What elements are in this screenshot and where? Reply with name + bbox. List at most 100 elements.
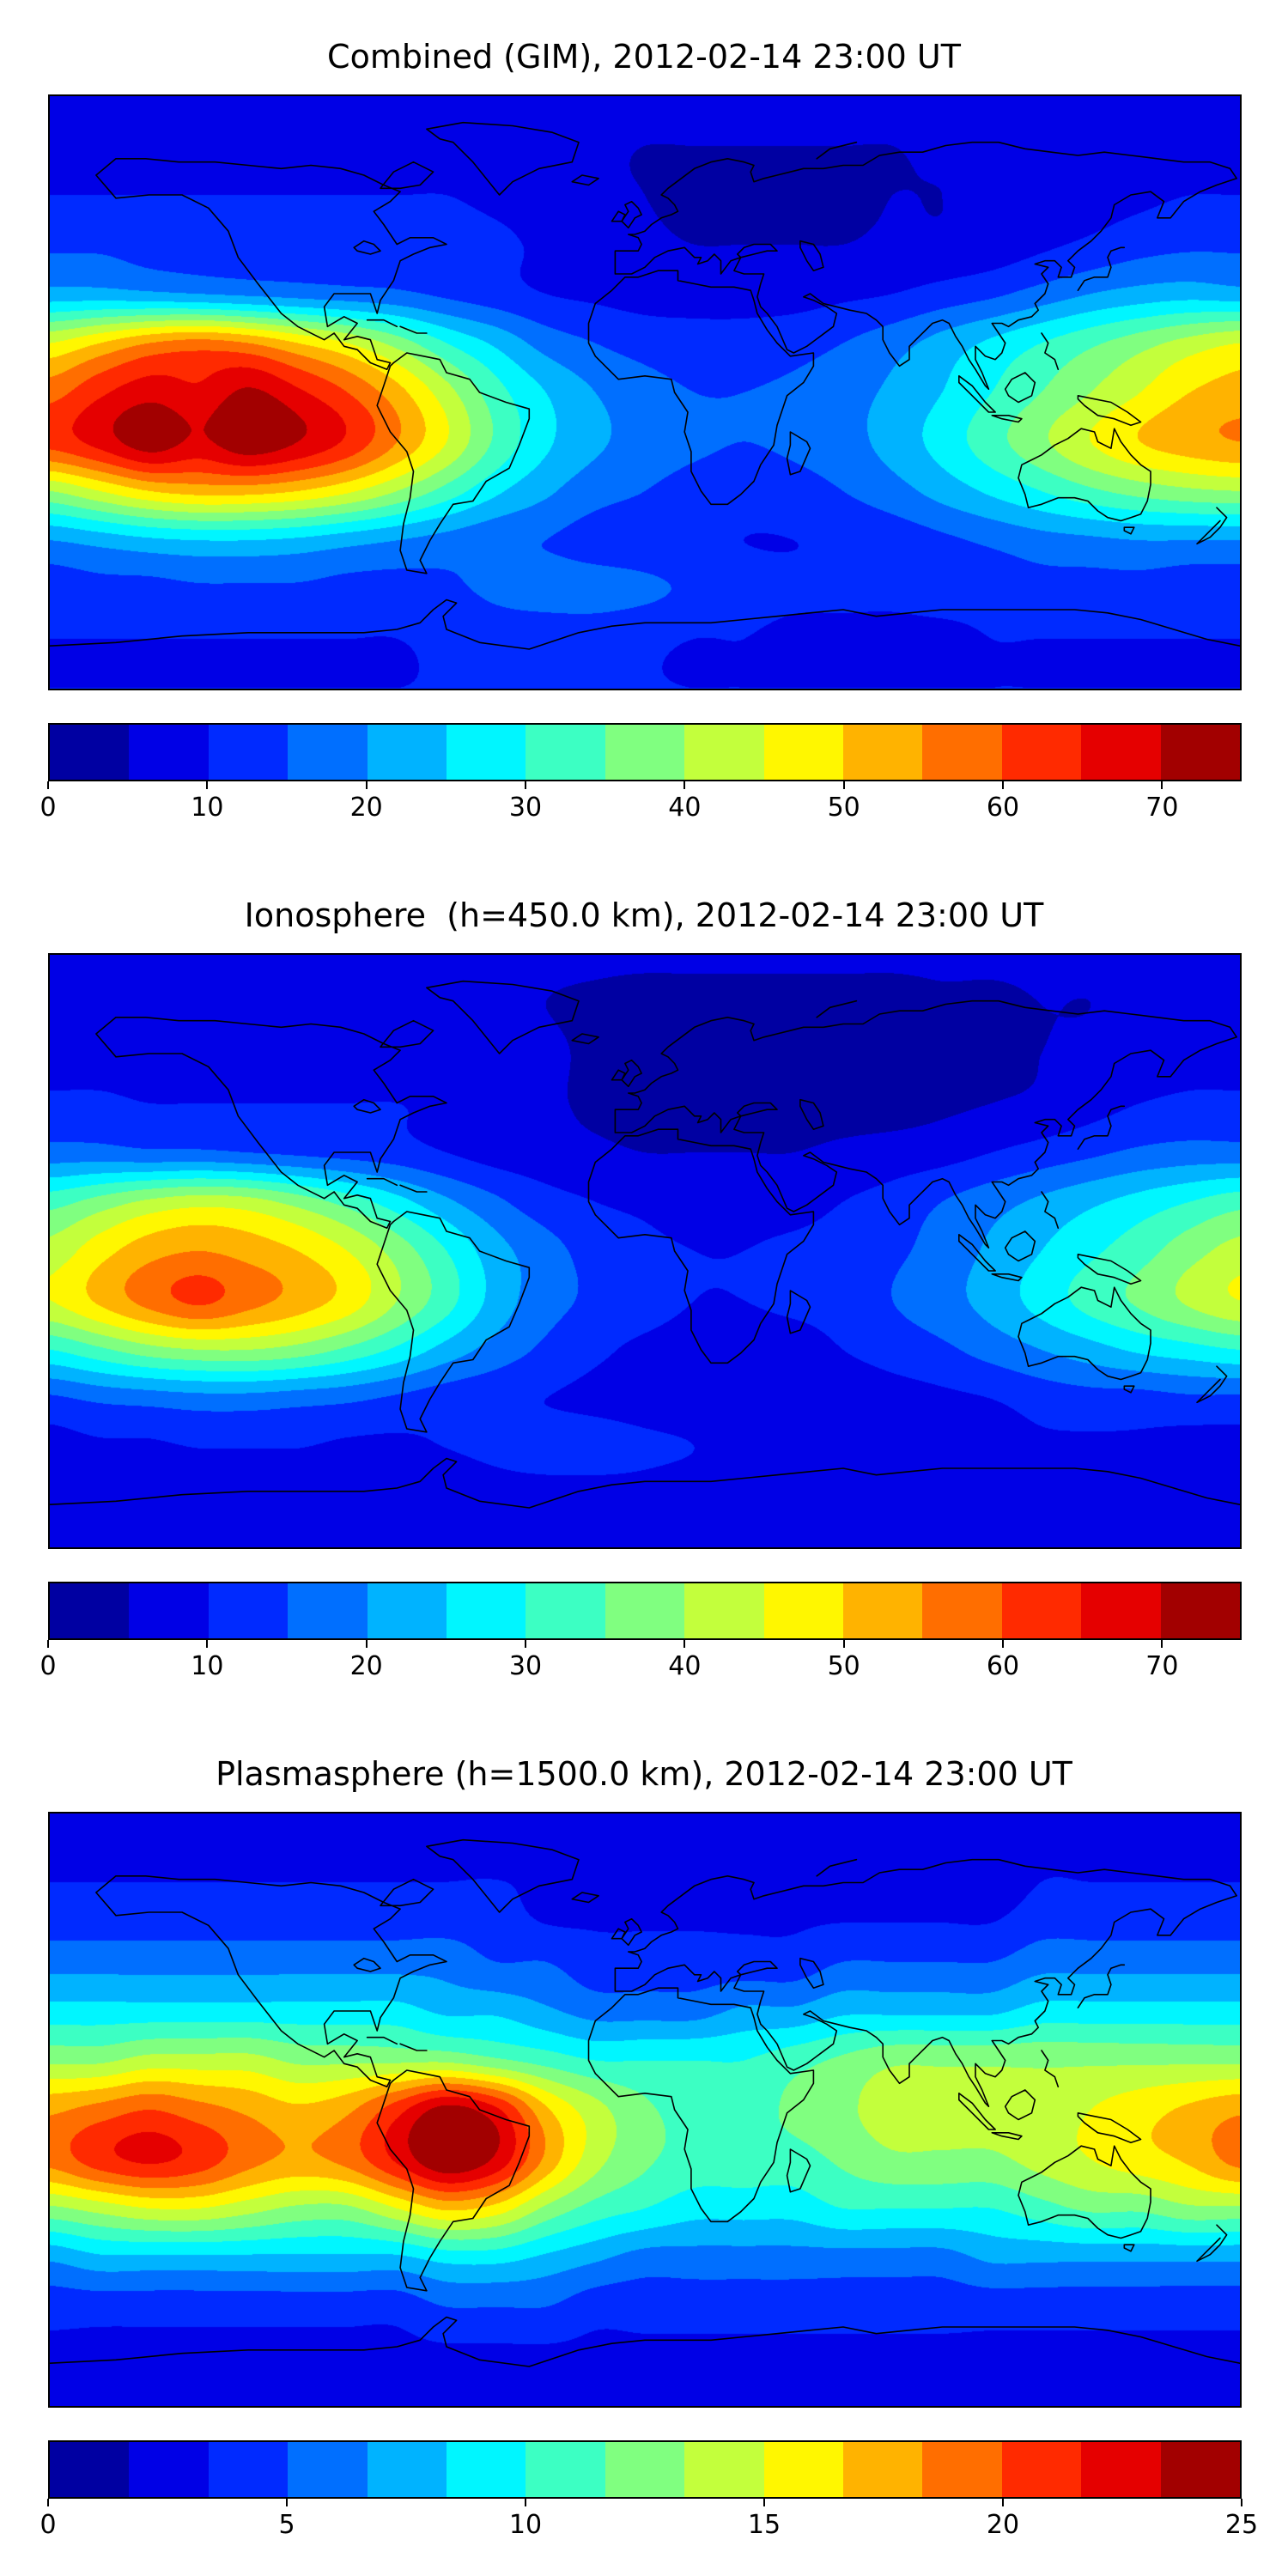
colorbar-segment: [367, 1583, 447, 1638]
colorbar-tick-mark: [683, 1640, 686, 1648]
colorbar-segment: [763, 725, 844, 780]
colorbar-tick-mark: [47, 781, 49, 789]
panel-title-ionosphere: Ionosphere (h=450.0 km), 2012-02-14 23:0…: [244, 896, 1044, 934]
colorbar-tick-label: 40: [668, 793, 702, 823]
colorbar-segment: [50, 725, 130, 780]
panel-title-plasmasphere: Plasmasphere (h=1500.0 km), 2012-02-14 2…: [216, 1755, 1072, 1793]
colorbar-tick-label: 15: [747, 2510, 781, 2540]
colorbar-segment: [129, 2442, 209, 2497]
colorbar-tick-mark: [763, 2499, 765, 2506]
colorbar-tick-label: 0: [39, 2510, 57, 2540]
colorbar-segment: [1081, 1583, 1161, 1638]
colorbar-segment: [50, 1583, 130, 1638]
colorbar-segment: [684, 725, 764, 780]
coastlines-overlay: [50, 121, 1240, 650]
colorbar-tick-mark: [1161, 781, 1163, 789]
colorbar-tick-mark: [525, 1640, 526, 1648]
colorbar-tick-label: 5: [278, 2510, 295, 2540]
colorbar-segment: [1160, 1583, 1241, 1638]
panel-ionosphere: Ionosphere (h=450.0 km), 2012-02-14 23:0…: [0, 859, 1288, 1717]
panel-plasmasphere: Plasmasphere (h=1500.0 km), 2012-02-14 2…: [0, 1717, 1288, 2576]
colorbar-segment: [763, 2442, 844, 2497]
colorbar-segment: [1001, 1583, 1082, 1638]
colorbar-segment: [208, 725, 289, 780]
colorbar-tick-label: 30: [508, 793, 543, 823]
colorbar-segment: [526, 1583, 605, 1638]
coastline-path: [50, 980, 1240, 1509]
colorbar-segment: [129, 1583, 209, 1638]
colorbar-tick-label: 70: [1145, 1651, 1179, 1681]
colorbar: [48, 1582, 1242, 1640]
colorbar-tick-label: 60: [986, 1651, 1020, 1681]
colorbar-segment: [684, 2442, 764, 2497]
colorbar-tick-mark: [1002, 1640, 1004, 1648]
colorbar-tick-mark: [842, 781, 845, 789]
colorbar-tick-label: 60: [986, 793, 1020, 823]
colorbar-tick-label: 10: [191, 793, 224, 823]
colorbar-tick-mark: [47, 1640, 49, 1648]
colorbar-tick-label: 10: [508, 2510, 543, 2540]
coastline-path: [50, 121, 1240, 650]
colorbar-tick-mark: [683, 781, 686, 789]
colorbar: [48, 2440, 1242, 2499]
colorbar-tick-mark: [286, 2499, 288, 2506]
map-combined-gim: [48, 94, 1242, 690]
colorbar-segment: [1160, 2442, 1241, 2497]
colorbar-segment: [1081, 2442, 1161, 2497]
colorbar-tick-label: 25: [1224, 2510, 1259, 2540]
colorbar-tick-mark: [1002, 2499, 1004, 2506]
colorbar-tick-label: 50: [827, 1651, 860, 1681]
colorbar-tick-label: 0: [39, 1651, 57, 1681]
colorbar-tick-mark: [525, 2499, 526, 2506]
colorbar-tick-label: 10: [191, 1651, 224, 1681]
colorbar-segment: [526, 2442, 605, 2497]
colorbar-tick-label: 20: [986, 2510, 1020, 2540]
colorbar-segment: [526, 725, 605, 780]
colorbar-segment: [605, 725, 685, 780]
map-plasmasphere: [48, 1812, 1242, 2408]
colorbar-tick-label: 50: [827, 793, 860, 823]
colorbar-segment: [129, 725, 209, 780]
colorbar-segment: [1001, 725, 1082, 780]
tec-contour-canvas: [50, 1814, 1240, 2406]
colorbar-tick-mark: [842, 1640, 845, 1648]
colorbar-segment: [288, 1583, 368, 1638]
map-ionosphere: [48, 953, 1242, 1549]
colorbar-segment: [922, 1583, 1002, 1638]
colorbar-tick-row: 0 5 10 15 20 25: [39, 2499, 1258, 2559]
colorbar-segment: [447, 2442, 526, 2497]
colorbar-segment: [208, 2442, 289, 2497]
coastlines-overlay: [50, 1838, 1240, 2367]
coastlines-overlay: [50, 980, 1240, 1509]
colorbar-tick-mark: [365, 781, 368, 789]
colorbar-tick-row: 0 10 20 30 40 50 60 70: [39, 781, 1242, 841]
colorbar-segment: [684, 1583, 764, 1638]
coastline-path: [50, 1838, 1240, 2367]
colorbar-tick-mark: [47, 2499, 49, 2506]
colorbar-segment: [843, 2442, 923, 2497]
colorbar-segment: [843, 725, 923, 780]
colorbar-tick-mark: [1241, 2499, 1242, 2506]
colorbar-segment: [763, 1583, 844, 1638]
colorbar-segment: [288, 2442, 368, 2497]
colorbar-tick-mark: [1002, 781, 1004, 789]
colorbar-segment: [50, 2442, 130, 2497]
colorbar-segment: [843, 1583, 923, 1638]
colorbar-tick-label: 70: [1145, 793, 1179, 823]
colorbar-segment: [208, 1583, 289, 1638]
colorbar: [48, 723, 1242, 781]
colorbar-segment: [367, 725, 447, 780]
colorbar-tick-mark: [1161, 1640, 1163, 1648]
tec-contour-canvas: [50, 96, 1240, 689]
panel-combined-gim: Combined (GIM), 2012-02-14 23:00 UT 0 10 2…: [0, 0, 1288, 859]
colorbar-segment: [288, 725, 368, 780]
colorbar-tick-label: 20: [349, 793, 383, 823]
colorbar-tick-mark: [365, 1640, 368, 1648]
colorbar-segment: [447, 725, 526, 780]
colorbar-tick-mark: [525, 781, 526, 789]
colorbar-segment: [447, 1583, 526, 1638]
colorbar-tick-label: 20: [349, 1651, 383, 1681]
colorbar-tick-mark: [206, 781, 209, 789]
colorbar-segment: [922, 2442, 1002, 2497]
panel-title-combined: Combined (GIM), 2012-02-14 23:00 UT: [327, 38, 961, 76]
